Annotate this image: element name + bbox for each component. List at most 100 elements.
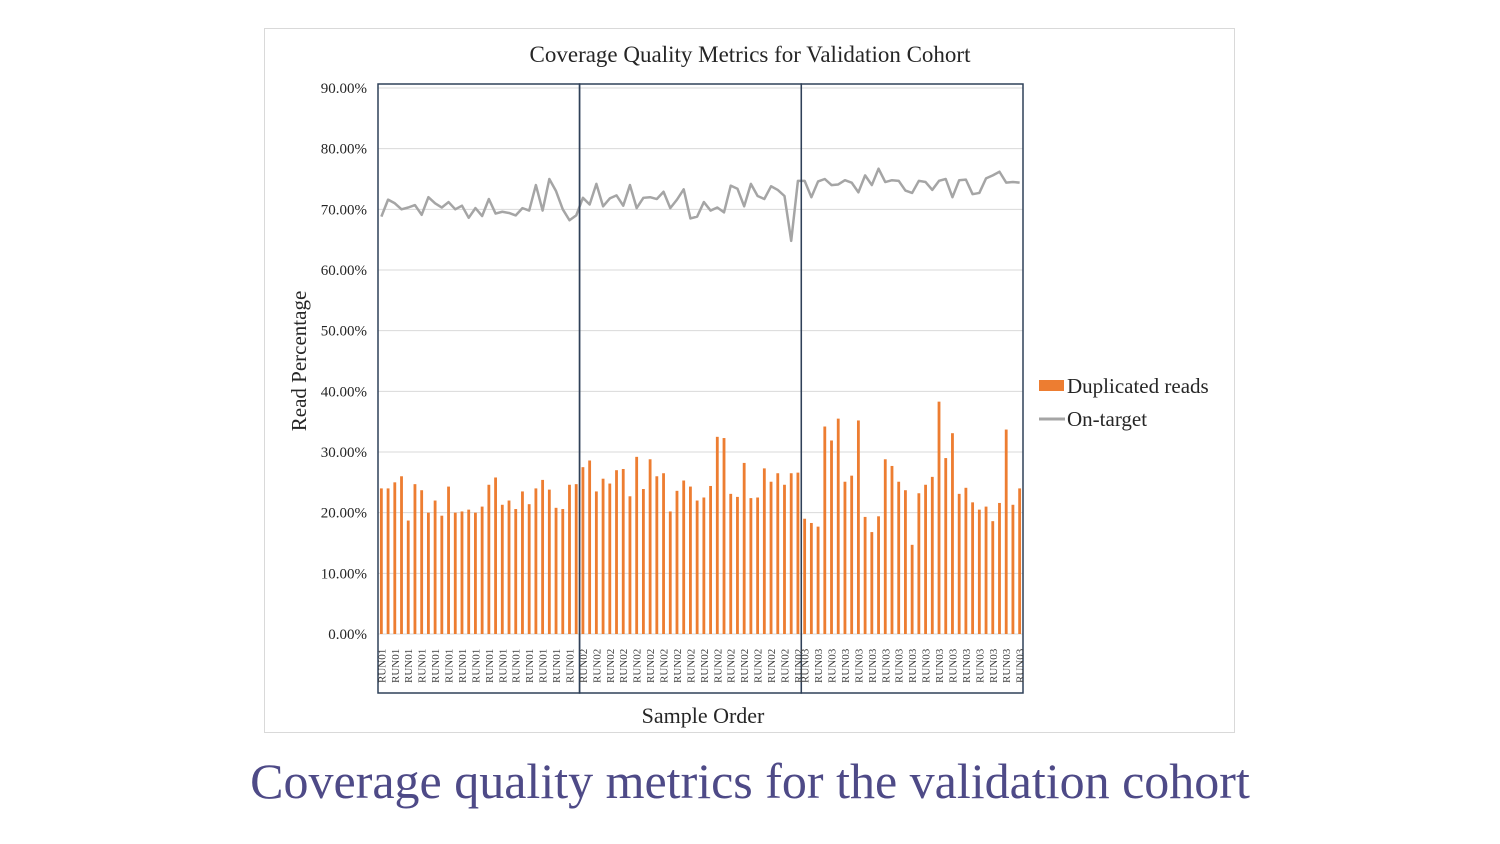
bar-duplicated-reads — [729, 493, 733, 634]
bar-duplicated-reads — [514, 509, 518, 634]
bar-duplicated-reads — [736, 496, 739, 634]
grid-lines — [378, 87, 1023, 635]
run-group-boxes — [377, 83, 1024, 694]
bar-duplicated-reads — [641, 489, 645, 634]
chart-title: Coverage Quality Metrics for Validation … — [530, 42, 972, 67]
x-tick-label: RUN01 — [538, 649, 550, 683]
x-tick-label: RUN02 — [712, 649, 724, 683]
bar-duplicated-reads — [467, 509, 471, 634]
bar-duplicated-reads — [722, 438, 726, 634]
bar-duplicated-reads — [843, 481, 847, 634]
x-tick-label: RUN01 — [524, 649, 536, 683]
bar-duplicated-reads — [863, 516, 867, 634]
bar-duplicated-reads — [984, 506, 988, 634]
bar-duplicated-reads — [830, 440, 833, 634]
x-tick-label: RUN03 — [867, 648, 879, 683]
y-tick-label: 20.00% — [321, 506, 367, 522]
x-tick-label: RUN03 — [1015, 648, 1027, 683]
bar-duplicated-reads — [568, 484, 571, 634]
x-tick-labels: RUN01 RUN01 RUN01 RUN01 RUN01 RUN01 RUN01 RUN01… — [376, 648, 1026, 683]
bar-duplicated-reads — [904, 490, 907, 634]
bar-duplicated-reads — [588, 460, 592, 634]
x-tick-label: RUN02 — [618, 649, 630, 683]
x-tick-label: RUN03 — [934, 648, 946, 683]
bar-duplicated-reads — [1004, 429, 1008, 634]
bar-duplicated-reads — [816, 526, 820, 634]
bar-duplicated-reads — [715, 436, 719, 634]
bar-duplicated-reads — [487, 484, 491, 634]
y-tick-label: 70.00% — [321, 202, 367, 218]
y-tick-labels: 0.00% 10.00% 20.00% 30.00% 40.00% 50.00% 60.00… — [321, 81, 367, 643]
bar-duplicated-reads — [574, 484, 578, 634]
x-tick-label: RUN01 — [551, 649, 563, 683]
bar-duplicated-reads — [689, 486, 692, 634]
bar-duplicated-reads — [521, 491, 524, 634]
on-target-line — [380, 167, 1020, 243]
y-axis-label: Read Percentage — [287, 291, 311, 432]
x-tick-label: RUN03 — [813, 648, 825, 683]
bar-duplicated-reads — [534, 488, 538, 634]
x-tick-label: RUN01 — [564, 649, 576, 683]
bar-duplicated-reads — [554, 507, 558, 634]
bar-duplicated-reads — [1011, 504, 1015, 634]
x-tick-label: RUN02 — [753, 649, 765, 683]
bar-duplicated-reads — [615, 470, 618, 634]
bar-duplicated-reads — [971, 502, 975, 634]
bar-duplicated-reads — [803, 518, 807, 634]
y-tick-label: 80.00% — [321, 142, 367, 158]
x-tick-label: RUN01 — [403, 649, 415, 683]
y-tick-label: 40.00% — [321, 384, 367, 400]
bar-duplicated-reads — [910, 544, 914, 634]
x-tick-label: RUN02 — [645, 649, 657, 683]
x-tick-label: RUN03 — [827, 648, 839, 683]
x-tick-label: RUN01 — [457, 649, 469, 683]
bar-duplicated-reads — [749, 498, 753, 634]
bar-duplicated-reads — [877, 516, 880, 634]
bar-duplicated-reads — [850, 475, 854, 634]
legend-label-on-target: On-target — [1067, 407, 1147, 431]
bar-duplicated-reads — [675, 490, 679, 634]
bar-duplicated-reads — [386, 488, 390, 634]
bar-duplicated-reads — [742, 462, 746, 634]
x-tick-label: RUN01 — [484, 649, 496, 683]
x-tick-label: RUN01 — [376, 649, 388, 683]
bar-duplicated-reads — [856, 420, 860, 634]
bar-duplicated-reads — [924, 484, 927, 634]
bar-duplicated-reads — [480, 506, 484, 634]
bar-duplicated-reads — [379, 488, 383, 634]
bar-duplicated-reads — [453, 512, 457, 634]
x-tick-label: RUN02 — [685, 649, 697, 683]
bar-duplicated-reads — [809, 522, 813, 634]
x-tick-label: RUN01 — [430, 649, 442, 683]
bar-duplicated-reads — [500, 504, 504, 634]
bar-duplicated-reads — [823, 426, 827, 634]
bar-duplicated-reads — [836, 418, 840, 634]
bar-duplicated-reads — [964, 487, 968, 634]
bar-duplicated-reads — [695, 500, 699, 634]
bar-duplicated-reads — [944, 458, 948, 634]
x-tick-label: RUN03 — [853, 648, 865, 683]
bar-duplicated-reads — [426, 512, 430, 634]
bar-duplicated-reads — [897, 481, 901, 634]
bar-duplicated-reads — [433, 500, 437, 634]
bar-duplicated-reads — [870, 532, 874, 634]
x-axis-label: Sample Order — [642, 703, 765, 728]
y-tick-label: 30.00% — [321, 445, 367, 461]
x-tick-label: RUN02 — [605, 649, 617, 683]
bar-duplicated-reads — [769, 481, 773, 634]
x-tick-label: RUN02 — [779, 649, 791, 683]
bar-duplicated-reads — [702, 497, 706, 634]
x-tick-label: RUN02 — [766, 649, 778, 683]
x-tick-label: RUN03 — [961, 648, 973, 683]
run-box — [800, 83, 1024, 694]
bar-duplicated-reads — [756, 497, 760, 634]
bar-duplicated-reads — [783, 484, 786, 634]
x-tick-label: RUN03 — [880, 648, 892, 683]
bar-duplicated-reads — [930, 476, 934, 634]
bar-duplicated-reads — [494, 477, 497, 634]
bar-duplicated-reads — [998, 502, 1001, 634]
bar-duplicated-reads — [776, 473, 780, 634]
bar-duplicated-reads — [789, 473, 793, 634]
bar-duplicated-reads — [561, 509, 565, 634]
bar-duplicated-reads — [413, 484, 417, 634]
